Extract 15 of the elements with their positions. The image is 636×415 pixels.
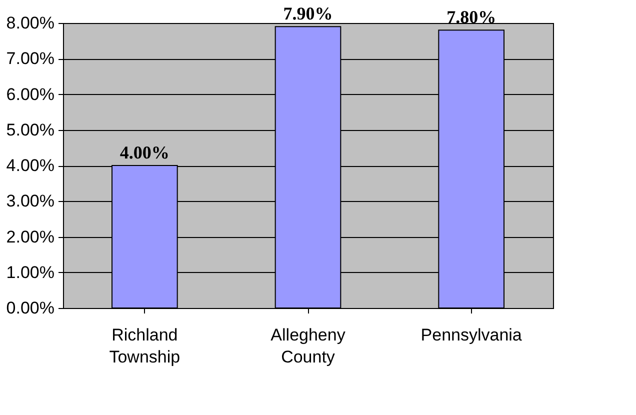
y-tick-label: 6.00% <box>6 84 54 104</box>
data-label: 7.90% <box>283 4 333 24</box>
y-tick-label: 5.00% <box>6 120 54 140</box>
y-tick-label: 3.00% <box>6 192 54 211</box>
x-tick-label: Pennsylvania <box>420 326 522 344</box>
x-tick-label: Richland Township <box>109 326 180 366</box>
y-tick-label: 2.00% <box>6 227 54 246</box>
y-tick-label: 1.00% <box>6 262 54 282</box>
x-tick-label: Allegheny County <box>270 326 346 366</box>
data-label: 4.00% <box>120 142 170 162</box>
y-tick-label: 8.00% <box>6 14 54 32</box>
y-tick-label: 0.00% <box>6 298 54 318</box>
y-tick-label: 4.00% <box>6 156 54 175</box>
data-label: 7.80% <box>446 7 496 28</box>
y-tick-label: 7.00% <box>6 49 54 68</box>
